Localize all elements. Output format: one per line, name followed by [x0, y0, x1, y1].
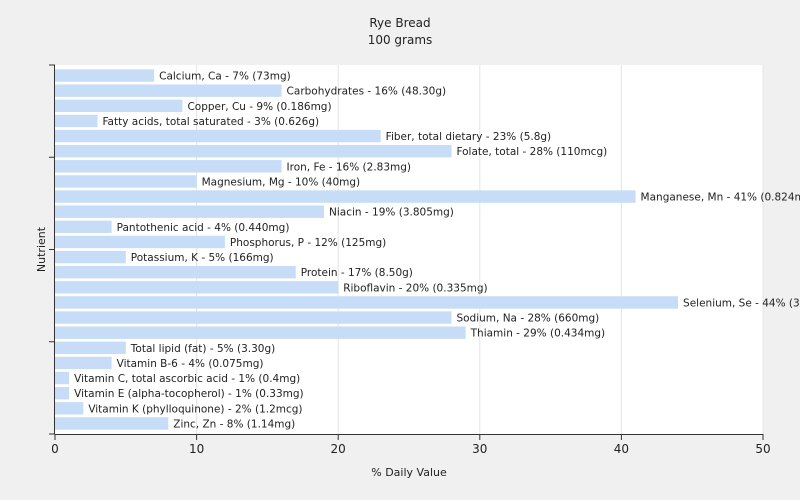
bar [55, 205, 325, 218]
bar-label: Niacin - 19% (3.805mg) [329, 207, 454, 219]
bar [55, 144, 452, 158]
bar-label: Vitamin E (alpha-tocopherol) - 1% (0.33m… [74, 388, 304, 400]
bar-label: Fatty acids, total saturated - 3% (0.626… [102, 116, 319, 128]
bar [55, 84, 282, 97]
x-tick-label: 50 [755, 442, 770, 456]
bar-label: Folate, total - 28% (110mcg) [456, 146, 607, 158]
x-tick-label: 40 [614, 442, 629, 456]
bar [55, 220, 112, 234]
bar-label: Copper, Cu - 9% (0.186mg) [187, 101, 331, 113]
bar-label: Potassium, K - 5% (166mg) [131, 252, 274, 264]
bar [55, 265, 296, 279]
bar [55, 417, 169, 430]
bar-labels: Calcium, Ca - 7% (73mg) Carbohydrates - 1… [74, 71, 800, 431]
bar [55, 129, 381, 143]
bar [55, 250, 126, 264]
x-tick-label: 10 [189, 442, 204, 456]
bar-label: Vitamin K (phylloquinone) - 2% (1.2mcg) [88, 403, 302, 415]
bar [55, 402, 84, 415]
bar [55, 190, 636, 203]
x-tick-label: 0 [51, 442, 59, 456]
bar [55, 371, 70, 385]
bar-label: Sodium, Na - 28% (660mg) [456, 313, 599, 325]
bar-label: Vitamin C, total ascorbic acid - 1% (0.4… [74, 373, 300, 385]
bar-label: Thiamin - 29% (0.434mg) [470, 328, 606, 340]
bar [55, 99, 183, 113]
x-axis-title: % Daily Value [371, 466, 447, 479]
chart-title: Rye Bread [369, 16, 430, 30]
bar-label: Selenium, Se - 44% (30.9mcg) [683, 297, 800, 309]
bar-label: Protein - 17% (8.50g) [301, 267, 413, 279]
bar-label: Zinc, Zn - 8% (1.14mg) [173, 418, 295, 430]
x-tick-label: 20 [331, 442, 346, 456]
bar [55, 281, 339, 294]
bar-label: Riboflavin - 20% (0.335mg) [343, 282, 487, 294]
bar [55, 175, 197, 188]
bar [55, 235, 225, 249]
x-tick-label: 30 [472, 442, 487, 456]
bar-label: Fiber, total dietary - 23% (5.8g) [386, 131, 551, 143]
axes: 0 10 20 30 40 50 [49, 64, 771, 456]
bar-label: Iron, Fe - 16% (2.83mg) [287, 161, 411, 173]
bar [55, 296, 679, 309]
y-axis-title: Nutrient [35, 226, 48, 272]
grid-lines [196, 65, 764, 434]
chart-subtitle: 100 grams [368, 33, 433, 47]
bar-label: Carbohydrates - 16% (48.30g) [287, 86, 447, 98]
bar [55, 114, 98, 128]
bar-label: Vitamin B-6 - 4% (0.075mg) [117, 358, 264, 370]
bar-label: Calcium, Ca - 7% (73mg) [159, 71, 291, 83]
bar [55, 326, 466, 339]
bar [55, 69, 155, 82]
bar [55, 356, 112, 370]
bar-label: Total lipid (fat) - 5% (3.30g) [130, 343, 275, 355]
bar-label: Magnesium, Mg - 10% (40mg) [202, 176, 361, 188]
bar-label: Phosphorus, P - 12% (125mg) [230, 237, 386, 249]
bars [55, 69, 679, 430]
plot-area [55, 65, 763, 434]
bar-label: Manganese, Mn - 41% (0.824mg) [641, 192, 800, 204]
bar [55, 341, 126, 355]
bar [55, 386, 70, 400]
bar [55, 160, 282, 173]
bar [55, 311, 452, 324]
bar-label: Pantothenic acid - 4% (0.440mg) [117, 222, 290, 234]
